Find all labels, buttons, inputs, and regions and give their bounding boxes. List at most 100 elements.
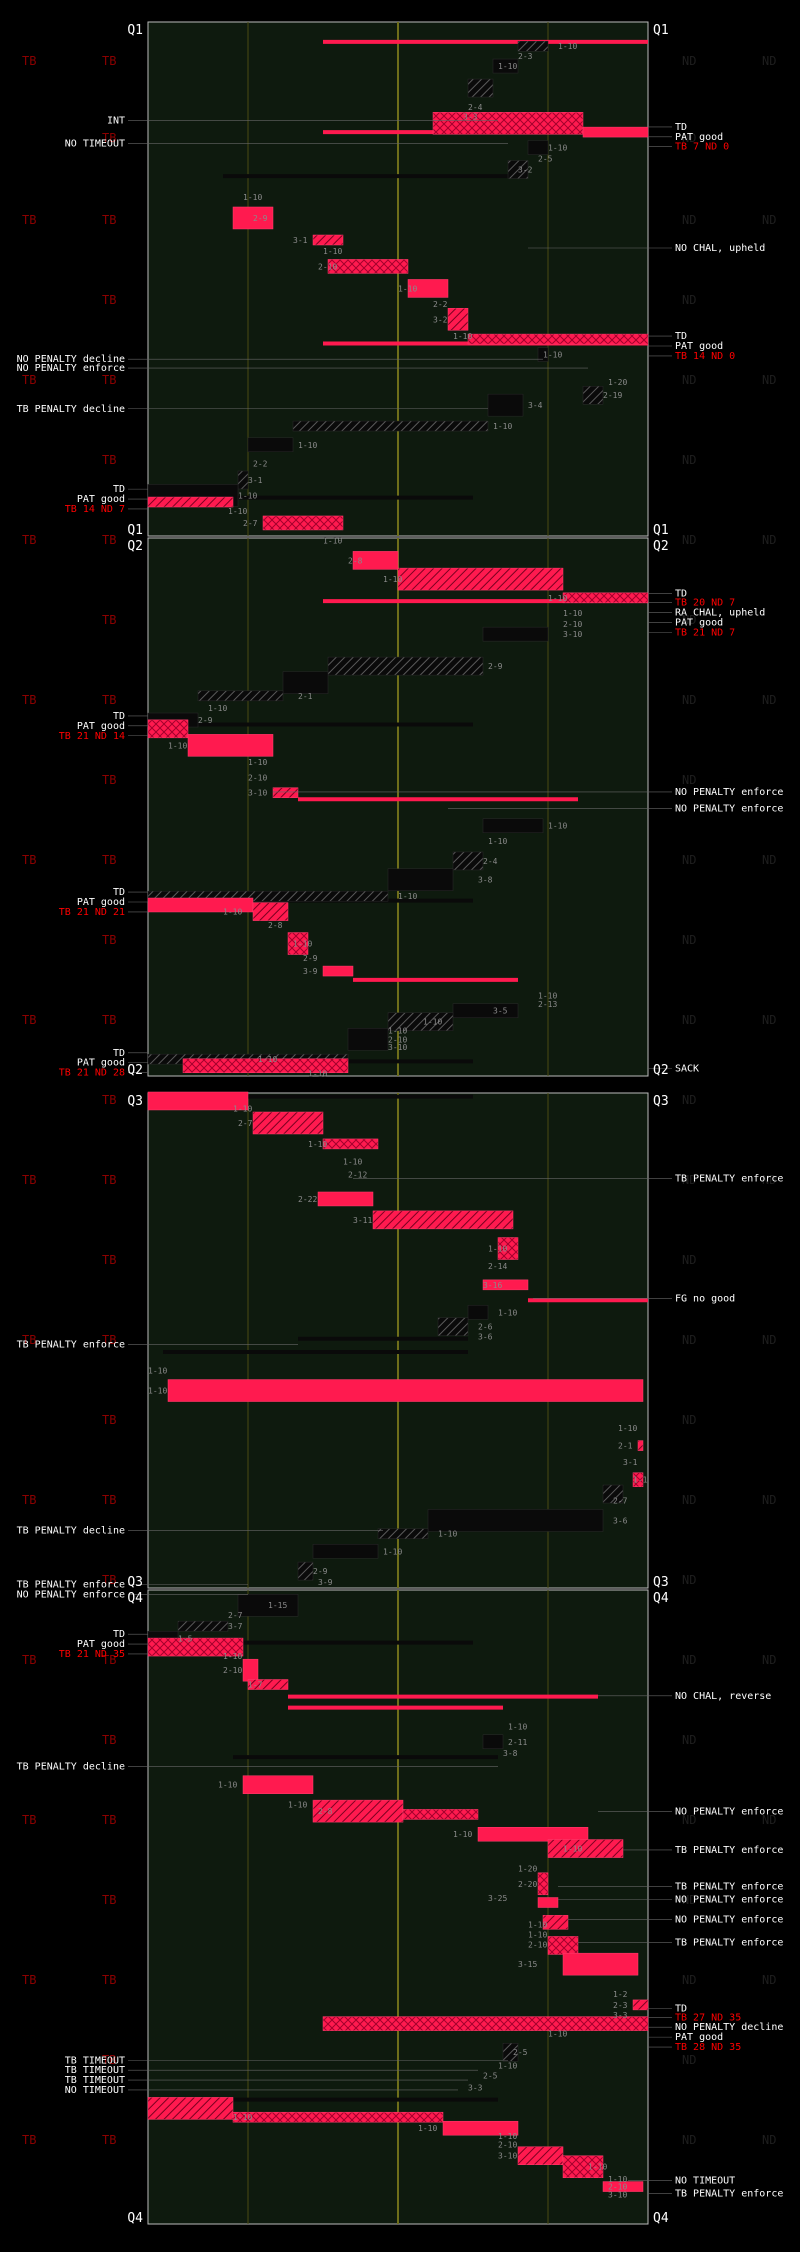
play-bar bbox=[527, 140, 549, 155]
event-annotation: TB 21 ND 7 bbox=[675, 627, 735, 638]
down-distance-label: 1-10 bbox=[548, 594, 567, 603]
end-zone-label-left: TB bbox=[102, 533, 116, 547]
end-zone-label-left: TB bbox=[102, 773, 116, 787]
event-annotation: TB PENALTY enforce bbox=[675, 1173, 783, 1184]
event-annotation: TB TIMEOUT bbox=[65, 2075, 125, 2086]
event-annotation: PAT good bbox=[77, 1639, 125, 1650]
play-bar bbox=[232, 2111, 444, 2123]
down-distance-label: 1-10 bbox=[383, 1547, 402, 1556]
end-zone-label-left: TB bbox=[102, 2133, 116, 2147]
event-annotation: TD bbox=[675, 589, 687, 600]
play-bar bbox=[547, 1936, 579, 1955]
down-distance-label: 3-7 bbox=[228, 1622, 243, 1631]
play-bar bbox=[252, 902, 289, 921]
end-zone-label-right: ND bbox=[762, 213, 776, 227]
end-zone-label-left: TB bbox=[102, 613, 116, 627]
quarter-start-label-left: Q4 bbox=[127, 1591, 143, 1606]
end-zone-label-left: TB bbox=[22, 853, 36, 867]
play-bar bbox=[482, 1279, 529, 1291]
event-annotation: TB 21 ND 21 bbox=[59, 907, 125, 918]
end-zone-labels: TB TB ND ND TB ND TB TB ND ND TB ND TB TB ND ND TB ND TB TB… bbox=[22, 54, 776, 2147]
down-distance-label: 1-10 bbox=[548, 144, 567, 153]
event-annotation: TB 21 ND 28 bbox=[59, 1068, 125, 1079]
event-annotation: TB PENALTY enforce bbox=[675, 1845, 783, 1856]
quarter-end-label-left: Q1 bbox=[127, 523, 143, 538]
end-zone-label-left: TB bbox=[102, 453, 116, 467]
quarter-end-label-right: Q1 bbox=[653, 523, 669, 538]
end-zone-label-left: TB bbox=[102, 933, 116, 947]
end-zone-label-left: TB bbox=[102, 1093, 116, 1107]
end-zone-label-right: ND bbox=[762, 693, 776, 707]
down-distance-label: 1-10 bbox=[168, 741, 187, 750]
down-distance-label: 1-10 bbox=[438, 1530, 457, 1539]
end-zone-label-right: ND bbox=[682, 933, 696, 947]
down-distance-label: 2-7 bbox=[238, 1119, 253, 1128]
down-distance-label: 2-8 bbox=[268, 921, 283, 930]
quarter-start-label-right: Q1 bbox=[653, 23, 669, 38]
end-zone-label-left: TB bbox=[102, 1253, 116, 1267]
play-bar bbox=[482, 626, 549, 642]
down-distance-label: 1-10 bbox=[248, 758, 267, 767]
down-distance-label: 2-12 bbox=[348, 1171, 367, 1180]
end-zone-label-right: ND bbox=[682, 853, 696, 867]
end-zone-label-left: TB bbox=[22, 2133, 36, 2147]
play-bar bbox=[327, 259, 409, 274]
play-bar bbox=[452, 1003, 519, 1018]
down-distance-label: 1-10 bbox=[453, 1830, 472, 1839]
end-zone-label-left: TB bbox=[102, 293, 116, 307]
event-annotation: NO PENALTY decline bbox=[17, 354, 125, 365]
down-distance-label: 3-3 bbox=[613, 2011, 628, 2020]
end-zone-label-left: TB bbox=[102, 1893, 116, 1907]
play-bar bbox=[547, 1839, 624, 1858]
event-annotation: NO PENALTY enforce bbox=[675, 1895, 783, 1906]
play-bar bbox=[502, 2042, 519, 2062]
down-distance-label: 1-10 bbox=[218, 1781, 237, 1790]
down-distance-labels: 1-102-31-102-43-31-102-53-21-102-93-11-1… bbox=[148, 42, 648, 2199]
end-zone-label-left: TB bbox=[22, 1973, 36, 1987]
end-zone-label-left: TB bbox=[102, 131, 116, 145]
down-distance-label: 3-9 bbox=[318, 1578, 333, 1587]
end-zone-label-left: TB bbox=[22, 1493, 36, 1507]
down-distance-label: 1-7 bbox=[248, 1681, 263, 1690]
end-zone-label-right: ND bbox=[682, 1253, 696, 1267]
end-zone-label-left: TB bbox=[102, 853, 116, 867]
play-bar bbox=[262, 515, 344, 531]
play-bar bbox=[517, 2146, 564, 2165]
event-annotation: TB 14 ND 7 bbox=[65, 504, 125, 515]
event-annotation: TB PENALTY enforce bbox=[17, 1580, 125, 1591]
play-bar bbox=[282, 671, 329, 694]
down-distance-label: 2-10 bbox=[608, 2183, 627, 2192]
down-distance-label: 1-20 bbox=[608, 378, 627, 387]
down-distance-label: 1-10 bbox=[208, 704, 227, 713]
down-distance-label: 3-10 bbox=[498, 2152, 517, 2161]
quarter-end-label-right: Q3 bbox=[653, 1575, 669, 1590]
end-zone-label-right: ND bbox=[762, 1813, 776, 1827]
end-zone-label-left: TB bbox=[102, 693, 116, 707]
down-distance-label: 2-9 bbox=[198, 716, 213, 725]
down-distance-label: 1-10 bbox=[563, 1845, 582, 1854]
event-annotation: SACK bbox=[675, 1063, 699, 1074]
end-zone-label-left: TB bbox=[102, 1573, 116, 1587]
end-zone-label-right: ND bbox=[682, 2053, 696, 2067]
end-zone-label-right: ND bbox=[762, 54, 776, 68]
end-zone-label-right: ND bbox=[762, 853, 776, 867]
play-bar bbox=[347, 1028, 389, 1051]
down-distance-label: 2-10 bbox=[318, 262, 337, 271]
event-annotation: TB 14 ND 0 bbox=[675, 351, 735, 362]
play-bar bbox=[582, 126, 649, 138]
down-distance-label: 2-10 bbox=[563, 620, 582, 629]
event-annotation: PAT good bbox=[675, 132, 723, 143]
play-bar bbox=[352, 551, 399, 570]
end-zone-label-right: ND bbox=[682, 213, 696, 227]
play-bar bbox=[322, 965, 354, 977]
end-zone-label-left: TB bbox=[102, 1173, 116, 1187]
down-distance-label: 1-10 bbox=[608, 2175, 627, 2184]
play-bar bbox=[187, 734, 274, 757]
down-distance-label: 1-10 bbox=[423, 1018, 442, 1027]
down-distance-label: 2-1 bbox=[618, 1442, 633, 1451]
down-distance-label: 1-10 bbox=[543, 351, 562, 360]
play-bar bbox=[167, 1379, 644, 1402]
down-distance-label: 1-10 bbox=[223, 1652, 242, 1661]
down-distance-label: 1-1 bbox=[633, 1476, 648, 1485]
